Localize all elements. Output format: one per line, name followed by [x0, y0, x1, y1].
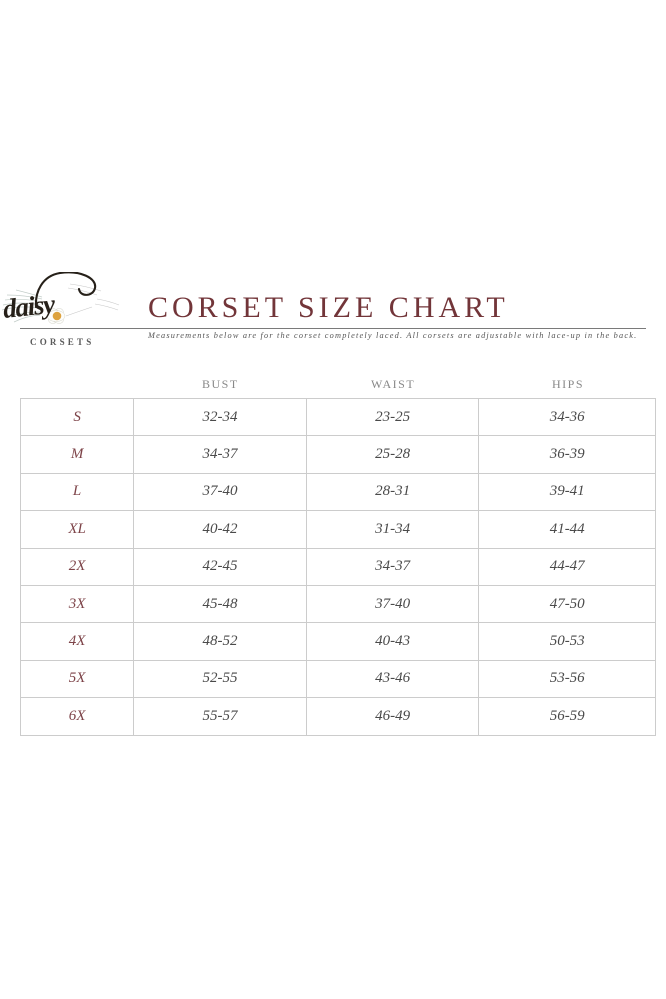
- svg-text:daisy: daisy: [2, 289, 58, 324]
